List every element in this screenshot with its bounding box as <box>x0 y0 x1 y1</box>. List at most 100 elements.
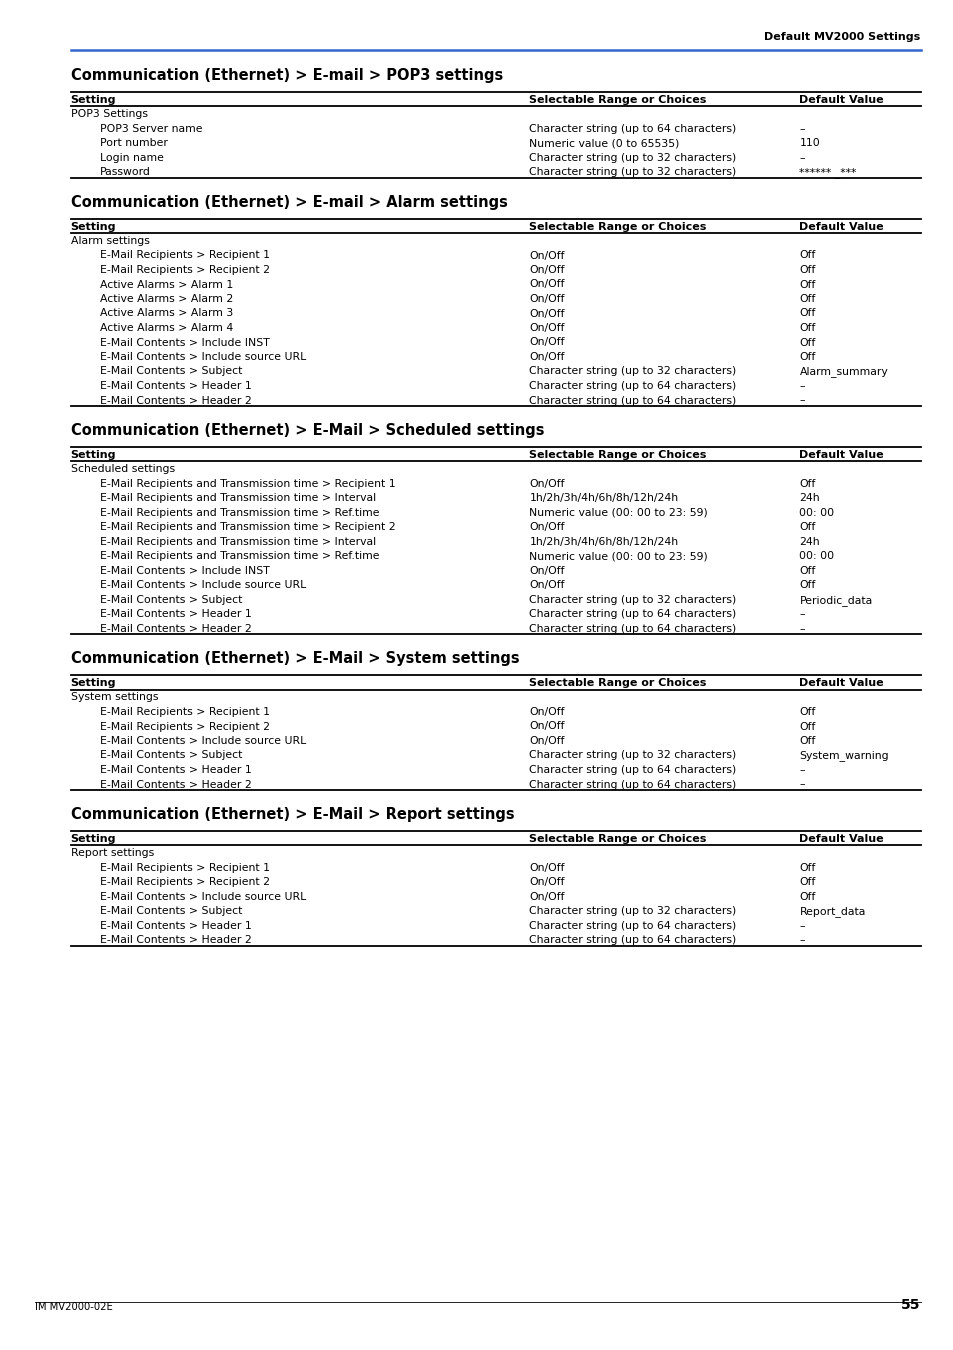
Text: Off: Off <box>799 279 815 289</box>
Text: Communication (Ethernet) > E-mail > Alarm settings: Communication (Ethernet) > E-mail > Alar… <box>71 194 507 209</box>
Text: Password: Password <box>100 167 151 177</box>
Text: Default Value: Default Value <box>799 221 883 231</box>
Text: E-Mail Contents > Subject: E-Mail Contents > Subject <box>100 366 242 377</box>
Text: –: – <box>799 936 804 945</box>
Text: E-Mail Recipients > Recipient 2: E-Mail Recipients > Recipient 2 <box>100 265 270 275</box>
Text: Default Value: Default Value <box>799 95 883 105</box>
Text: Setting: Setting <box>71 834 116 844</box>
Text: E-Mail Contents > Include source URL: E-Mail Contents > Include source URL <box>100 892 306 902</box>
Text: On/Off: On/Off <box>529 522 564 532</box>
Text: Active Alarms > Alarm 3: Active Alarms > Alarm 3 <box>100 309 233 319</box>
Text: IM MV2000-02E: IM MV2000-02E <box>35 1301 112 1312</box>
Text: E-Mail Contents > Header 1: E-Mail Contents > Header 1 <box>100 609 252 620</box>
Text: 1h/2h/3h/4h/6h/8h/12h/24h: 1h/2h/3h/4h/6h/8h/12h/24h <box>529 493 678 504</box>
Text: On/Off: On/Off <box>529 323 564 333</box>
Text: Selectable Range or Choices: Selectable Range or Choices <box>529 450 706 460</box>
Text: Off: Off <box>799 265 815 275</box>
Text: Default Value: Default Value <box>799 678 883 688</box>
Text: E-Mail Contents > Header 1: E-Mail Contents > Header 1 <box>100 381 252 392</box>
Text: 24h: 24h <box>799 493 820 504</box>
Text: Numeric value (00: 00 to 23: 59): Numeric value (00: 00 to 23: 59) <box>529 551 707 562</box>
Text: Default MV2000 Settings: Default MV2000 Settings <box>763 32 920 42</box>
Text: Active Alarms > Alarm 4: Active Alarms > Alarm 4 <box>100 323 233 333</box>
Text: Character string (up to 32 characters): Character string (up to 32 characters) <box>529 906 736 917</box>
Text: Communication (Ethernet) > E-Mail > Scheduled settings: Communication (Ethernet) > E-Mail > Sche… <box>71 423 543 437</box>
Text: Off: Off <box>799 721 815 732</box>
Text: Off: Off <box>799 863 815 872</box>
Text: –: – <box>799 921 804 930</box>
Text: Character string (up to 64 characters): Character string (up to 64 characters) <box>529 124 736 134</box>
Text: E-Mail Contents > Header 1: E-Mail Contents > Header 1 <box>100 765 252 775</box>
Text: Off: Off <box>799 892 815 902</box>
Text: 110: 110 <box>799 138 820 148</box>
Text: On/Off: On/Off <box>529 265 564 275</box>
Text: E-Mail Contents > Include INST: E-Mail Contents > Include INST <box>100 566 270 575</box>
Text: –: – <box>799 153 804 163</box>
Text: Character string (up to 32 characters): Character string (up to 32 characters) <box>529 595 736 605</box>
Text: Character string (up to 64 characters): Character string (up to 64 characters) <box>529 765 736 775</box>
Text: –: – <box>799 779 804 790</box>
Text: On/Off: On/Off <box>529 309 564 319</box>
Text: On/Off: On/Off <box>529 736 564 747</box>
Text: Numeric value (00: 00 to 23: 59): Numeric value (00: 00 to 23: 59) <box>529 508 707 518</box>
Text: Character string (up to 64 characters): Character string (up to 64 characters) <box>529 936 736 945</box>
Text: Alarm settings: Alarm settings <box>71 236 150 246</box>
Text: On/Off: On/Off <box>529 707 564 717</box>
Text: Report settings: Report settings <box>71 848 153 859</box>
Text: Default Value: Default Value <box>799 834 883 844</box>
Text: Character string (up to 64 characters): Character string (up to 64 characters) <box>529 396 736 405</box>
Text: System settings: System settings <box>71 693 158 702</box>
Text: Character string (up to 32 characters): Character string (up to 32 characters) <box>529 153 736 163</box>
Text: E-Mail Contents > Include source URL: E-Mail Contents > Include source URL <box>100 580 306 590</box>
Text: System_warning: System_warning <box>799 751 888 761</box>
Text: Off: Off <box>799 707 815 717</box>
Text: Character string (up to 64 characters): Character string (up to 64 characters) <box>529 381 736 392</box>
Text: ****** _***: ****** _*** <box>799 167 856 178</box>
Text: On/Off: On/Off <box>529 892 564 902</box>
Text: E-Mail Recipients and Transmission time > Interval: E-Mail Recipients and Transmission time … <box>100 493 375 504</box>
Text: –: – <box>799 765 804 775</box>
Text: E-Mail Contents > Header 2: E-Mail Contents > Header 2 <box>100 779 252 790</box>
Text: Off: Off <box>799 580 815 590</box>
Text: E-Mail Contents > Include source URL: E-Mail Contents > Include source URL <box>100 736 306 747</box>
Text: On/Off: On/Off <box>529 338 564 347</box>
Text: E-Mail Contents > Subject: E-Mail Contents > Subject <box>100 751 242 760</box>
Text: 55: 55 <box>901 1297 920 1312</box>
Text: Selectable Range or Choices: Selectable Range or Choices <box>529 678 706 688</box>
Text: Character string (up to 32 characters): Character string (up to 32 characters) <box>529 751 736 760</box>
Text: Character string (up to 64 characters): Character string (up to 64 characters) <box>529 624 736 633</box>
Text: On/Off: On/Off <box>529 251 564 261</box>
Text: E-Mail Recipients > Recipient 2: E-Mail Recipients > Recipient 2 <box>100 878 270 887</box>
Text: On/Off: On/Off <box>529 279 564 289</box>
Text: –: – <box>799 624 804 633</box>
Text: Login name: Login name <box>100 153 164 163</box>
Text: –: – <box>799 124 804 134</box>
Text: –: – <box>799 609 804 620</box>
Text: Character string (up to 64 characters): Character string (up to 64 characters) <box>529 921 736 930</box>
Text: Alarm_summary: Alarm_summary <box>799 366 887 378</box>
Text: E-Mail Recipients > Recipient 2: E-Mail Recipients > Recipient 2 <box>100 721 270 732</box>
Text: Default Value: Default Value <box>799 450 883 460</box>
Text: E-Mail Contents > Subject: E-Mail Contents > Subject <box>100 595 242 605</box>
Text: Off: Off <box>799 479 815 489</box>
Text: Off: Off <box>799 294 815 304</box>
Text: Active Alarms > Alarm 2: Active Alarms > Alarm 2 <box>100 294 233 304</box>
Text: 00: 00: 00: 00 <box>799 551 834 562</box>
Text: Communication (Ethernet) > E-mail > POP3 settings: Communication (Ethernet) > E-mail > POP3… <box>71 68 502 82</box>
Text: 1h/2h/3h/4h/6h/8h/12h/24h: 1h/2h/3h/4h/6h/8h/12h/24h <box>529 537 678 547</box>
Text: E-Mail Recipients and Transmission time > Recipient 2: E-Mail Recipients and Transmission time … <box>100 522 395 532</box>
Text: Report_data: Report_data <box>799 906 865 917</box>
Text: Active Alarms > Alarm 1: Active Alarms > Alarm 1 <box>100 279 233 289</box>
Text: E-Mail Contents > Header 2: E-Mail Contents > Header 2 <box>100 624 252 633</box>
Text: Selectable Range or Choices: Selectable Range or Choices <box>529 95 706 105</box>
Text: On/Off: On/Off <box>529 352 564 362</box>
Text: Character string (up to 64 characters): Character string (up to 64 characters) <box>529 609 736 620</box>
Text: E-Mail Recipients and Transmission time > Interval: E-Mail Recipients and Transmission time … <box>100 537 375 547</box>
Text: 00: 00: 00: 00 <box>799 508 834 518</box>
Text: Off: Off <box>799 352 815 362</box>
Text: E-Mail Recipients and Transmission time > Ref.time: E-Mail Recipients and Transmission time … <box>100 508 379 518</box>
Text: Off: Off <box>799 736 815 747</box>
Text: E-Mail Recipients > Recipient 1: E-Mail Recipients > Recipient 1 <box>100 863 270 872</box>
Text: E-Mail Contents > Include INST: E-Mail Contents > Include INST <box>100 338 270 347</box>
Text: Off: Off <box>799 251 815 261</box>
